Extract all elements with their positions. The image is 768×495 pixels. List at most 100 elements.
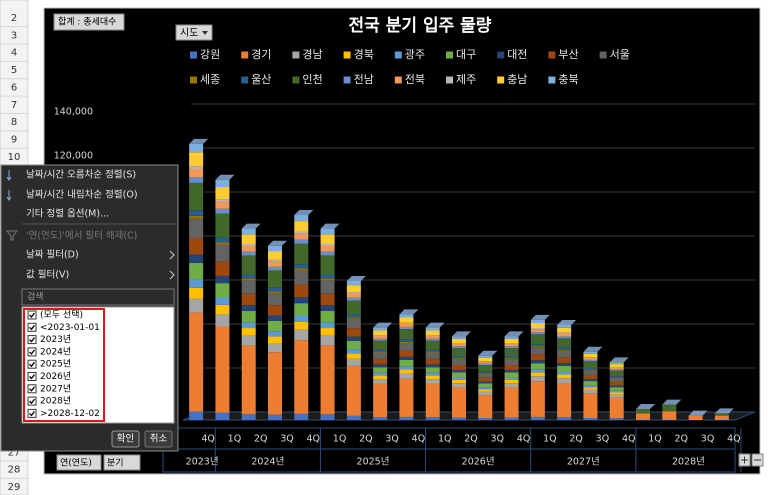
menu-item-disabled: '연(연도)'에서 필터 해제(C): [26, 230, 137, 242]
bar-segment: [557, 371, 572, 375]
bar-segment: [373, 351, 388, 353]
bar-segment: [557, 338, 572, 348]
bar-segment: [557, 333, 572, 337]
bar-segment: [320, 305, 335, 311]
bar-segment: [189, 238, 204, 255]
bar-segment: [425, 351, 440, 353]
legend-label: 세종: [200, 73, 220, 86]
legend-swatch: [241, 51, 249, 59]
checkbox[interactable]: [27, 335, 37, 345]
bar-segment: [452, 377, 466, 380]
legend-swatch: [446, 76, 453, 84]
row-number: 8: [11, 117, 17, 128]
bar-segment: [346, 353, 361, 359]
bar-segment: [373, 352, 388, 359]
checkbox[interactable]: [27, 359, 37, 369]
axis-field-button[interactable]: [56, 454, 102, 471]
bar-segment: [320, 244, 335, 246]
cancel-button[interactable]: [144, 430, 173, 448]
bar-segment: [268, 320, 282, 332]
legend-swatch: [241, 76, 249, 84]
value-field-button[interactable]: [53, 13, 125, 31]
row-number: 7: [11, 100, 17, 111]
bar-segment: [583, 393, 598, 419]
bar-segment: [241, 328, 256, 336]
bar-segment: [189, 215, 204, 219]
bar-segment: [189, 218, 204, 239]
legend-swatch: [292, 76, 300, 84]
bar-segment: [241, 251, 256, 256]
checkbox[interactable]: [27, 396, 37, 406]
dropdown-arrow: [202, 31, 208, 35]
bar-segment: [189, 279, 204, 288]
bar-segment: [373, 358, 388, 365]
x-tick-label: 2Q: [569, 434, 583, 445]
bar-segment: [609, 418, 624, 420]
bar-segment: [504, 358, 519, 360]
bar-segment: [609, 377, 624, 382]
bar-segment: [609, 364, 624, 367]
checkbox[interactable]: [27, 408, 37, 418]
row-number: 28: [8, 465, 21, 476]
bar-segment: [583, 369, 598, 371]
bar-segment: [346, 280, 361, 286]
legend-label: 광주: [405, 48, 425, 61]
axis-field-button[interactable]: [103, 454, 141, 471]
bar-segment: [294, 231, 309, 234]
bar-segment: [373, 335, 388, 336]
checkbox[interactable]: [27, 347, 37, 357]
bar-segment: [530, 319, 545, 323]
x-tick-label: 4Q: [517, 434, 531, 445]
legend-label: 울산: [251, 73, 271, 86]
legend-field-button[interactable]: [175, 24, 213, 41]
bar-segment: [241, 414, 256, 420]
bar-segment: [583, 357, 598, 360]
bar-segment: [557, 327, 572, 333]
legend-swatch: [190, 76, 197, 84]
menu-item[interactable]: 값 필터(V): [26, 269, 69, 281]
ok-label: 확인: [117, 433, 134, 445]
legend-swatch: [497, 51, 505, 59]
bar-segment: [609, 367, 624, 370]
bar-segment: [373, 349, 388, 352]
checkbox[interactable]: [27, 384, 37, 394]
search-box[interactable]: [21, 288, 175, 306]
x-tick-label: 1Q: [228, 434, 242, 445]
legend-label: 충남: [507, 73, 527, 86]
bar-segment: [268, 352, 282, 415]
legend-swatch: [446, 51, 453, 59]
bar-segment: [320, 335, 335, 346]
menu-item[interactable]: 기타 정렬 옵션(M)...: [26, 209, 109, 220]
legend-swatch: [497, 76, 505, 84]
bar-segment: [609, 381, 624, 386]
row-number: 2: [11, 13, 17, 24]
menu-item[interactable]: 날짜 필터(D): [26, 249, 79, 261]
bar-segment: [504, 359, 519, 365]
bar-segment: [215, 297, 230, 305]
bar-segment: [373, 372, 388, 376]
checkbox[interactable]: [27, 372, 37, 381]
checkbox[interactable]: [27, 310, 37, 320]
bar-segment: [189, 298, 204, 313]
bar-segment: [530, 376, 545, 382]
bar-segment: [268, 259, 282, 262]
bar-segment: [294, 321, 309, 330]
ok-button[interactable]: [111, 430, 140, 448]
bar-segment: [346, 340, 361, 350]
bar-segment: [215, 237, 230, 243]
bar-segment: [688, 415, 703, 420]
bar-top: [425, 322, 445, 328]
bar-segment: [452, 338, 466, 343]
bar-segment: [268, 287, 282, 292]
bar-segment: [346, 317, 361, 319]
checkbox[interactable]: [27, 322, 37, 332]
menu-item[interactable]: 날짜/시간 오름차순 정렬(S): [26, 169, 136, 181]
bar-segment: [557, 350, 572, 358]
bar-segment: [346, 300, 361, 315]
bar-top: [688, 410, 708, 416]
bar-segment: [215, 242, 230, 245]
bar-segment: [557, 363, 572, 366]
bar-top: [636, 404, 655, 409]
menu-item[interactable]: 날짜/시간 내림차순 정렬(O): [26, 189, 138, 201]
bar-segment: [399, 341, 414, 343]
